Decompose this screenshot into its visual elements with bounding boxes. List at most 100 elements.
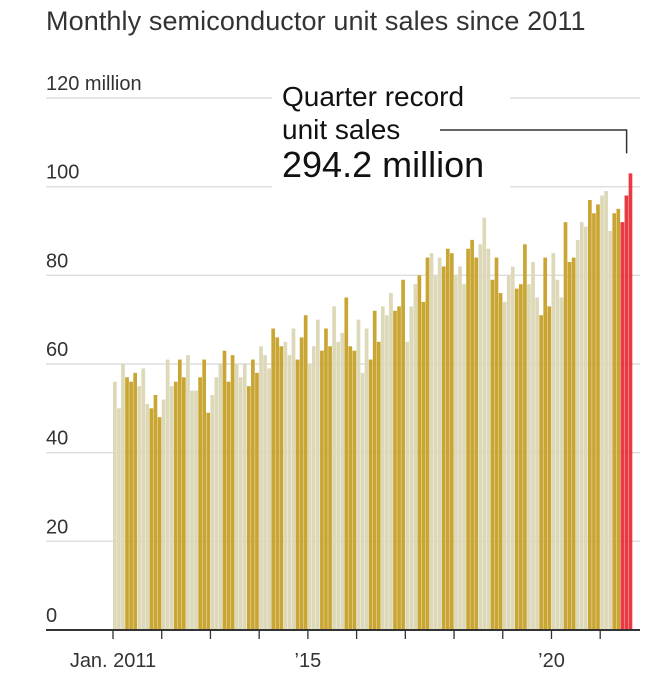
monthly-bar bbox=[328, 346, 332, 630]
monthly-bar bbox=[145, 403, 150, 630]
monthly-bar bbox=[242, 364, 247, 630]
monthly-bar bbox=[413, 284, 418, 630]
monthly-bar bbox=[409, 306, 414, 630]
monthly-bar bbox=[567, 262, 572, 630]
monthly-bar bbox=[206, 412, 211, 630]
record-quarter-bar bbox=[620, 222, 625, 630]
monthly-bar bbox=[230, 355, 235, 630]
monthly-bar bbox=[194, 390, 198, 630]
monthly-bar bbox=[320, 350, 324, 630]
monthly-bar bbox=[380, 306, 385, 630]
monthly-bar bbox=[129, 381, 133, 630]
monthly-bar bbox=[307, 364, 312, 630]
monthly-bar bbox=[405, 341, 410, 630]
monthly-bar bbox=[291, 328, 296, 630]
y-tick-label: 40 bbox=[46, 428, 68, 450]
monthly-bar bbox=[417, 275, 422, 630]
y-tick-label: 120 million bbox=[46, 73, 142, 95]
monthly-bar bbox=[441, 266, 446, 630]
x-tick-label: ’15 bbox=[295, 650, 322, 672]
monthly-bar bbox=[356, 319, 361, 630]
monthly-bar bbox=[287, 355, 292, 630]
monthly-bar bbox=[238, 377, 243, 630]
monthly-bar bbox=[470, 239, 474, 630]
monthly-bar bbox=[494, 257, 499, 630]
monthly-bar bbox=[393, 310, 397, 630]
monthly-bar bbox=[612, 213, 617, 630]
monthly-bar bbox=[474, 257, 479, 630]
monthly-bar bbox=[571, 257, 576, 630]
monthly-bar bbox=[555, 279, 560, 630]
monthly-bar bbox=[563, 222, 568, 630]
monthly-bar bbox=[246, 386, 251, 630]
monthly-bar bbox=[588, 199, 592, 630]
monthly-bar bbox=[600, 195, 604, 630]
monthly-bar bbox=[531, 262, 535, 630]
monthly-bar bbox=[592, 213, 596, 630]
monthly-bar bbox=[324, 328, 328, 630]
chart-title: Monthly semiconductor unit sales since 2… bbox=[46, 6, 586, 36]
monthly-bar bbox=[271, 328, 276, 630]
annotation-leader-line bbox=[440, 129, 628, 154]
monthly-bar bbox=[149, 408, 154, 630]
monthly-bar bbox=[161, 399, 166, 630]
monthly-bar bbox=[360, 372, 365, 630]
x-tick-label: Jan. 2011 bbox=[70, 650, 156, 672]
monthly-bar bbox=[596, 204, 600, 630]
monthly-bar bbox=[303, 315, 308, 630]
monthly-bar bbox=[547, 306, 552, 630]
monthly-bar bbox=[117, 408, 121, 630]
monthly-bar bbox=[583, 226, 588, 630]
monthly-bar bbox=[368, 359, 373, 630]
monthly-bar bbox=[445, 248, 450, 631]
monthly-bar bbox=[226, 381, 231, 630]
y-tick-label: 0 bbox=[46, 605, 57, 627]
monthly-bar bbox=[482, 217, 487, 630]
monthly-bar bbox=[340, 332, 345, 630]
monthly-bar bbox=[157, 417, 162, 630]
monthly-bar bbox=[478, 244, 483, 631]
monthly-bar bbox=[169, 386, 174, 630]
monthly-bar bbox=[222, 350, 227, 630]
monthly-bar bbox=[401, 279, 405, 630]
monthly-bar bbox=[255, 372, 259, 630]
monthly-bar bbox=[267, 368, 271, 630]
monthly-bar bbox=[279, 346, 284, 630]
annotation-backdrop bbox=[272, 80, 510, 188]
monthly-bar bbox=[113, 381, 117, 630]
monthly-bar bbox=[433, 275, 438, 630]
monthly-bar bbox=[190, 390, 194, 630]
monthly-bar bbox=[125, 377, 129, 630]
monthly-bar bbox=[182, 377, 186, 630]
y-tick-label: 80 bbox=[46, 250, 68, 272]
monthly-bar bbox=[385, 315, 389, 630]
monthly-bar bbox=[466, 248, 470, 631]
monthly-bar bbox=[421, 301, 426, 630]
monthly-bar bbox=[490, 279, 495, 630]
monthly-bar bbox=[141, 368, 146, 630]
monthly-bar bbox=[575, 239, 580, 630]
x-tick-label: ’20 bbox=[538, 650, 565, 672]
monthly-bar bbox=[186, 355, 190, 630]
monthly-bar bbox=[165, 359, 170, 630]
monthly-bar bbox=[251, 359, 255, 630]
monthly-bar bbox=[608, 231, 613, 630]
record-annotation: Quarter record unit sales 294.2 million bbox=[272, 80, 628, 188]
monthly-bar bbox=[364, 328, 369, 630]
monthly-bar bbox=[486, 248, 491, 631]
y-axis-labels: 0 20 40 60 80 100 120 million bbox=[46, 73, 142, 627]
monthly-bar bbox=[506, 275, 511, 630]
monthly-bar bbox=[173, 381, 178, 630]
monthly-bar bbox=[425, 257, 430, 630]
monthly-bar bbox=[332, 306, 336, 630]
monthly-bar bbox=[336, 341, 340, 630]
monthly-bar bbox=[389, 293, 393, 630]
monthly-bar bbox=[604, 191, 608, 630]
monthly-bar bbox=[523, 244, 527, 631]
monthly-bar bbox=[234, 364, 239, 630]
monthly-bar bbox=[510, 266, 515, 630]
monthly-bar bbox=[551, 253, 556, 631]
monthly-bar bbox=[498, 293, 503, 630]
monthly-bar bbox=[153, 395, 158, 630]
monthly-bar bbox=[316, 319, 320, 630]
